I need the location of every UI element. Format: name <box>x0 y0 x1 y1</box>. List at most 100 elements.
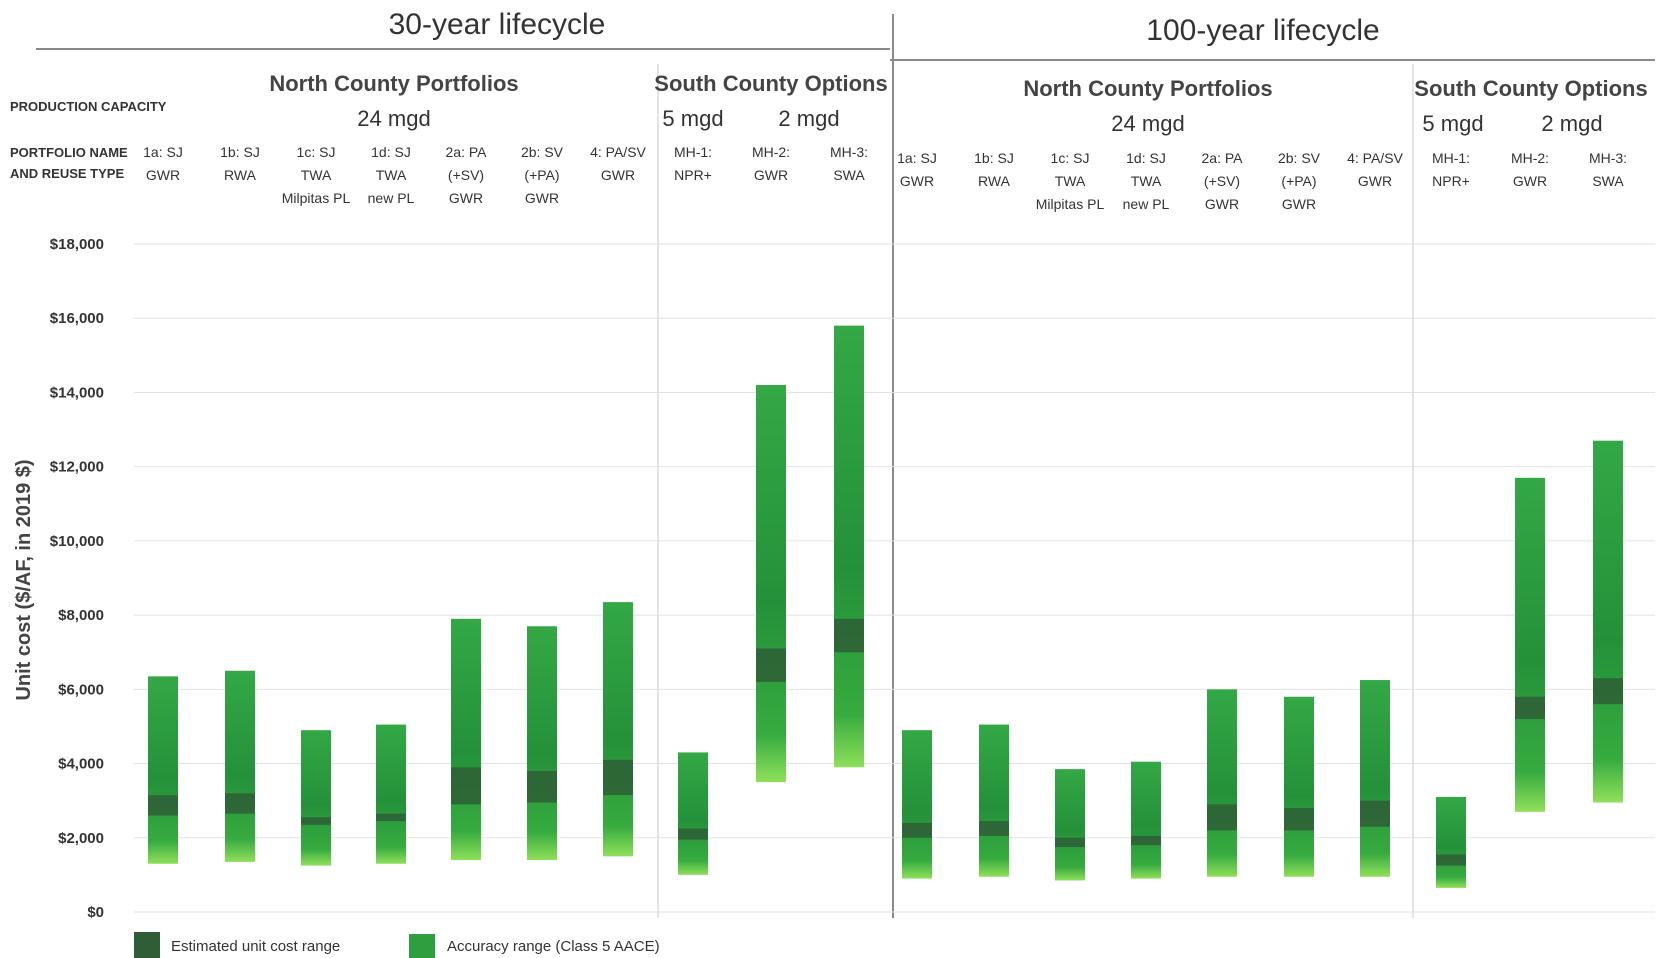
category-label-line: Milpitas PL <box>282 190 351 206</box>
category-label: MH-2: GWR <box>1511 150 1549 189</box>
category-label: 1d: SJ TWA new PL <box>1123 150 1170 212</box>
capacity-label: 5 mgd <box>662 106 723 131</box>
estimated-range-bar <box>376 813 406 822</box>
estimated-range-bar <box>451 767 481 805</box>
category-label: 2b: SV (+PA) GWR <box>1278 150 1321 212</box>
category-label-line: (+PA) <box>1281 173 1316 189</box>
y-tick-labels: $0 $2,000 $4,000 $6,000 $8,000 $10,000 $12,000… <box>50 236 104 921</box>
y-tick-label: $14,000 <box>50 384 104 401</box>
accuracy-range-bar <box>1436 796 1466 888</box>
accuracy-range-bar <box>834 325 864 768</box>
category-label-line: 1b: SJ <box>974 150 1014 166</box>
legend-swatch-accuracy <box>409 934 435 958</box>
category-label-line: GWR <box>525 190 559 206</box>
accuracy-range-bar <box>376 724 406 864</box>
category-label-line: GWR <box>449 190 483 206</box>
legend-swatch-estimated <box>134 932 160 958</box>
category-label-line: GWR <box>754 167 788 183</box>
estimated-range-bar <box>1436 854 1466 866</box>
group-title: South County Options <box>1414 76 1647 101</box>
accuracy-range-bar <box>301 730 331 866</box>
estimated-range-bar <box>678 828 708 840</box>
y-tick-label: $10,000 <box>50 533 104 550</box>
estimated-range-bar <box>979 821 1009 836</box>
accuracy-range-bar <box>756 385 786 783</box>
category-label-line: 2a: PA <box>1202 150 1244 166</box>
accuracy-range-bar <box>1360 680 1390 877</box>
accuracy-range-bar <box>979 724 1009 877</box>
accuracy-range-bar <box>603 602 633 857</box>
category-label: 4: PA/SV GWR <box>1347 150 1403 189</box>
y-tick-label: $18,000 <box>50 236 104 253</box>
category-label: 2a: PA (+SV) GWR <box>1202 150 1244 212</box>
category-label-line: new PL <box>1123 196 1170 212</box>
category-label-line: RWA <box>978 173 1011 189</box>
panel-100-year: 100-year lifecycle North County Portfolio… <box>897 14 1648 918</box>
category-label-line: MH-1: <box>1432 150 1470 166</box>
y-tick-label: $8,000 <box>58 607 104 624</box>
capacity-label: 2 mgd <box>778 106 839 131</box>
category-label: MH-1: NPR+ <box>1432 150 1470 189</box>
production-capacity-label: PRODUCTION CAPACITY <box>10 99 167 114</box>
category-label: 2a: PA (+SV) GWR <box>446 144 488 206</box>
category-label-line: GWR <box>146 167 180 183</box>
group-title: North County Portfolios <box>1023 76 1272 101</box>
y-tick-label: $4,000 <box>58 756 104 773</box>
accuracy-range-bar <box>1055 769 1085 881</box>
estimated-range-bar <box>1360 800 1390 827</box>
estimated-range-bar <box>1207 804 1237 831</box>
category-label-line: MH-1: <box>674 144 712 160</box>
category-label: 1a: SJ GWR <box>143 144 183 183</box>
estimated-range-bar <box>1284 808 1314 831</box>
accuracy-range-bar <box>1593 440 1623 803</box>
y-tick-label: $16,000 <box>50 310 104 327</box>
category-label-line: 4: PA/SV <box>1347 150 1403 166</box>
accuracy-range-bar <box>225 670 255 862</box>
y-tick-label: $0 <box>87 904 104 921</box>
category-label-line: MH-2: <box>752 144 790 160</box>
category-label: MH-1: NPR+ <box>674 144 712 183</box>
chart-panels: 30-year lifecycle North County Portfolios… <box>143 8 1648 918</box>
category-label-line: TWA <box>1131 173 1162 189</box>
category-label: MH-3: SWA <box>830 144 868 183</box>
lifecycle-title: 100-year lifecycle <box>1146 14 1379 47</box>
capacity-label: 24 mgd <box>1111 111 1184 136</box>
category-label-line: MH-2: <box>1511 150 1549 166</box>
legend-label-accuracy: Accuracy range (Class 5 AACE) <box>447 938 660 955</box>
category-label: 1c: SJ TWA Milpitas PL <box>282 144 351 206</box>
estimated-range-bar <box>301 817 331 825</box>
accuracy-range-bar <box>527 626 557 861</box>
category-label: 4: PA/SV GWR <box>590 144 646 183</box>
y-axis-label: Unit cost ($/AF, in 2019 $) <box>13 459 35 700</box>
category-label-line: SWA <box>1592 173 1624 189</box>
category-label-line: (+SV) <box>1204 173 1240 189</box>
category-label-line: NPR+ <box>674 167 712 183</box>
category-label-line: 2a: PA <box>446 144 488 160</box>
category-label-line: MH-3: <box>1589 150 1627 166</box>
category-label-line: RWA <box>224 167 257 183</box>
accuracy-range-bar <box>1284 696 1314 877</box>
category-label-line: 1d: SJ <box>1126 150 1166 166</box>
category-label-line: NPR+ <box>1432 173 1470 189</box>
y-tick-label: $12,000 <box>50 459 104 476</box>
category-label-line: GWR <box>1513 173 1547 189</box>
category-label-line: TWA <box>1055 173 1086 189</box>
lifecycle-title: 30-year lifecycle <box>389 8 606 41</box>
accuracy-range-bar <box>451 618 481 861</box>
accuracy-range-bar <box>678 752 708 875</box>
category-label-line: TWA <box>301 167 332 183</box>
portfolio-name-label-line2: AND REUSE TYPE <box>10 166 124 181</box>
category-label-line: TWA <box>376 167 407 183</box>
category-label: MH-3: SWA <box>1589 150 1627 189</box>
estimated-range-bar <box>1593 678 1623 705</box>
estimated-range-bar <box>756 648 786 682</box>
category-label-line: 4: PA/SV <box>590 144 646 160</box>
category-label: 2b: SV (+PA) GWR <box>521 144 564 206</box>
category-label-line: 2b: SV <box>521 144 564 160</box>
category-label-line: 1c: SJ <box>297 144 336 160</box>
category-label-line: MH-3: <box>830 144 868 160</box>
legend-label-estimated: Estimated unit cost range <box>171 938 340 955</box>
group-title: South County Options <box>654 71 887 96</box>
category-label: 1d: SJ TWA new PL <box>368 144 415 206</box>
